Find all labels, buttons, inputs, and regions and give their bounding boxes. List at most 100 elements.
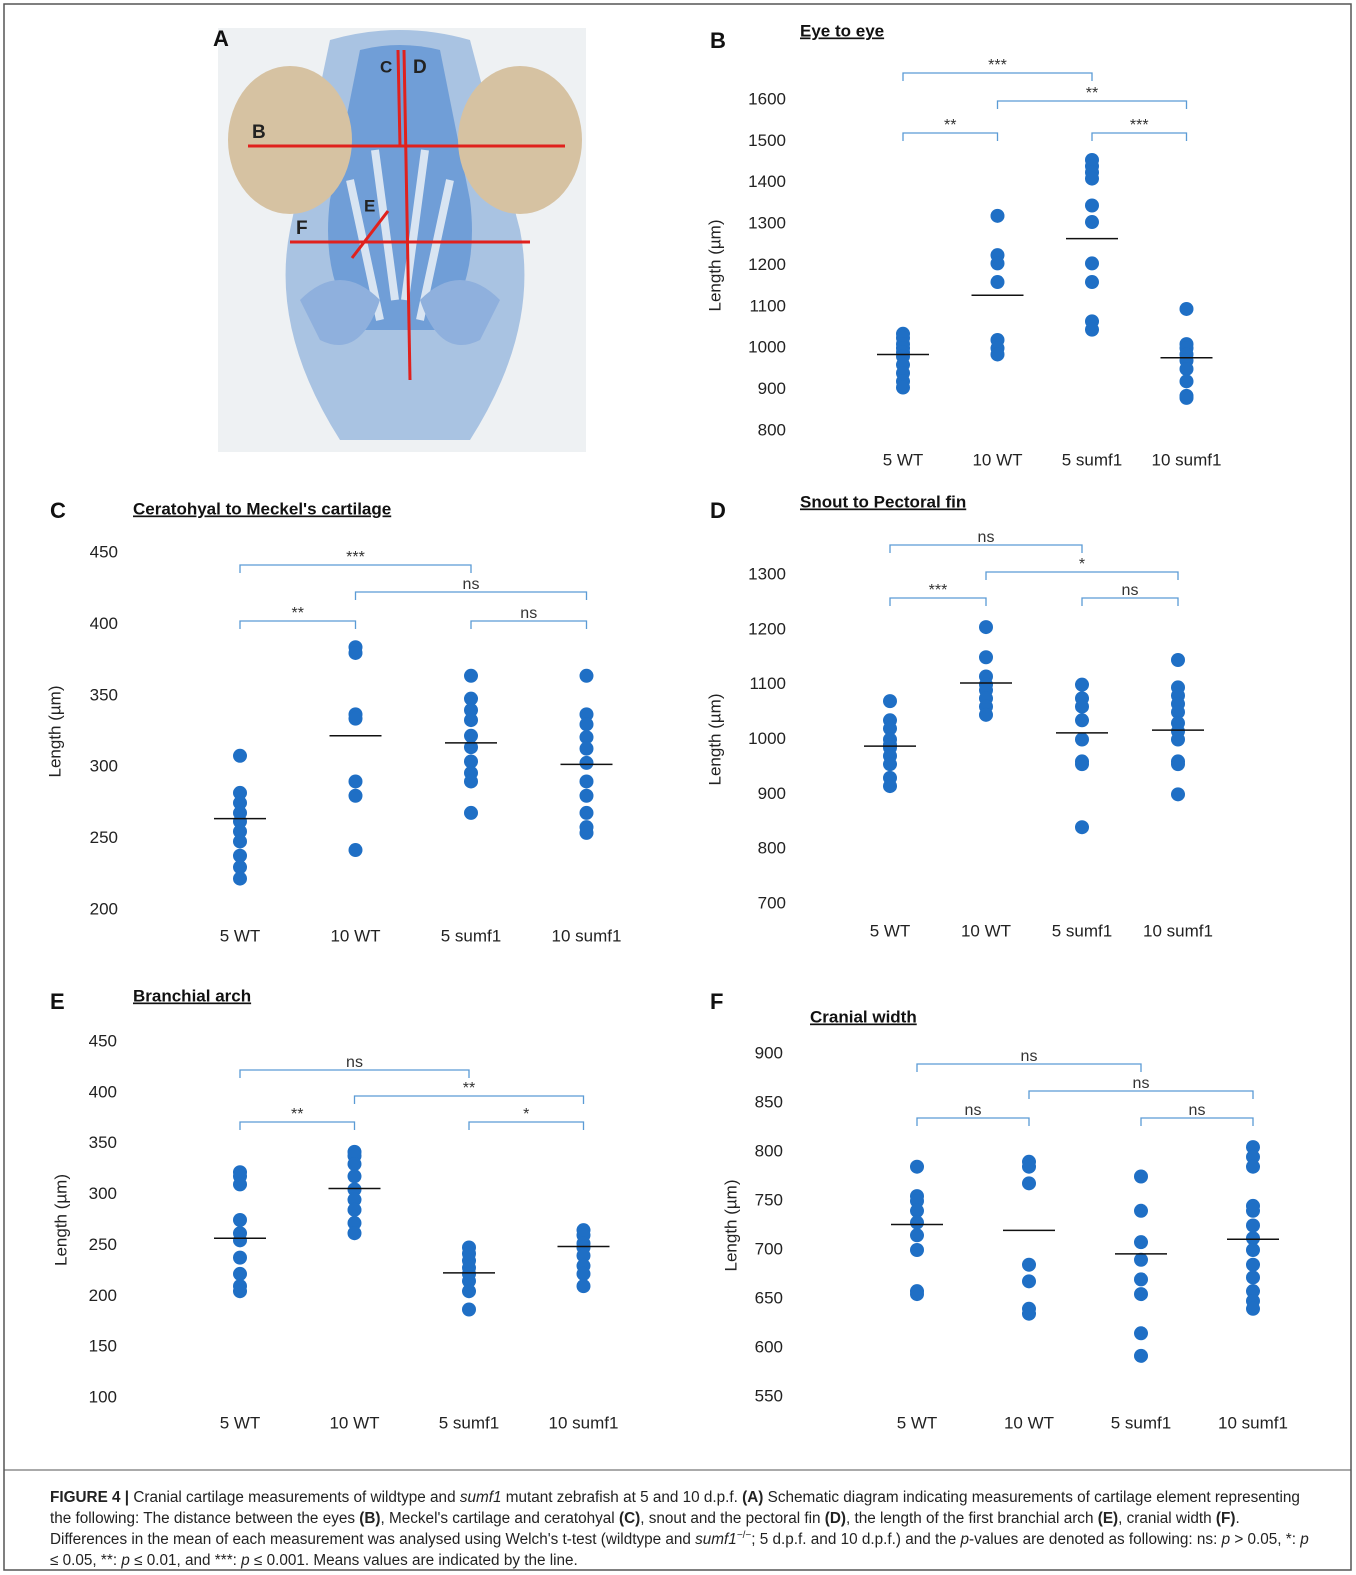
- data-point: [348, 788, 363, 803]
- x-tick-label: 10 WT: [1004, 1413, 1054, 1432]
- data-point: [910, 1228, 924, 1243]
- data-point: [1085, 275, 1099, 290]
- y-tick-label: 450: [90, 542, 118, 561]
- significance-bracket: [889, 544, 1083, 553]
- data-point: [896, 380, 910, 395]
- schematic-label: B: [252, 122, 266, 143]
- data-point: [462, 1274, 476, 1289]
- x-tick-label: 5 sumf1: [441, 926, 501, 945]
- y-axis-label: Length (µm): [705, 220, 724, 312]
- data-point: [347, 1182, 362, 1197]
- eye: [228, 66, 352, 214]
- y-tick-label: 1000: [748, 338, 786, 357]
- y-axis-label: Length (µm): [51, 1174, 70, 1266]
- caption-text: ; 5 d.p.f. and 10 d.p.f.) and the: [751, 1531, 961, 1548]
- caption-text: (C): [618, 1510, 641, 1527]
- schematic-label: D: [413, 57, 427, 78]
- significance-bracket: [902, 72, 1093, 81]
- data-point: [1246, 1257, 1260, 1272]
- x-tick-label: 10 WT: [330, 926, 380, 945]
- data-point: [1085, 198, 1099, 213]
- data-point: [1134, 1272, 1148, 1287]
- data-point: [347, 1202, 362, 1217]
- caption-text: (F): [1215, 1510, 1236, 1527]
- data-point: [1246, 1231, 1260, 1246]
- significance-label: ns: [1133, 1075, 1150, 1092]
- caption-text: > 0.05, *:: [1230, 1531, 1301, 1548]
- significance-bracket: [996, 100, 1188, 109]
- data-point: [579, 755, 594, 770]
- caption-text: p: [1221, 1531, 1231, 1548]
- data-point: [1171, 705, 1185, 720]
- arches: [300, 280, 500, 345]
- significance-bracket: [1140, 1117, 1254, 1126]
- eye: [458, 66, 582, 214]
- caption-text: ≤ 0.05, **:: [50, 1552, 122, 1569]
- data-point: [576, 1248, 591, 1263]
- caption-text: sumf1: [695, 1531, 737, 1548]
- panel-letter: C: [50, 498, 66, 523]
- caption-text: (A): [742, 1489, 764, 1506]
- data-point: [883, 757, 897, 772]
- panel-letter: A: [213, 26, 229, 51]
- y-tick-label: 200: [89, 1286, 117, 1305]
- x-tick-label: 5 sumf1: [1062, 450, 1122, 469]
- data-point: [233, 1250, 247, 1265]
- significance-label: ns: [978, 529, 995, 546]
- schematic-label: F: [296, 218, 308, 239]
- y-tick-label: 150: [89, 1337, 117, 1356]
- panel-letter: B: [710, 28, 726, 53]
- significance-label: ns: [346, 1054, 363, 1071]
- data-point: [348, 645, 363, 660]
- data-point: [1246, 1159, 1260, 1174]
- y-tick-label: 900: [758, 784, 786, 803]
- schematic: A C D B E F: [213, 26, 586, 452]
- significance-bracket: [902, 132, 999, 141]
- significance-bracket: [1081, 597, 1179, 606]
- data-point: [1246, 1149, 1260, 1164]
- data-point: [1171, 787, 1185, 802]
- data-point: [1134, 1169, 1148, 1184]
- significance-bracket: [916, 1117, 1030, 1126]
- y-tick-label: 250: [90, 828, 118, 847]
- significance-bracket: [889, 597, 987, 606]
- chart-title: Snout to Pectoral fin: [800, 492, 966, 511]
- y-tick-label: 350: [90, 685, 118, 704]
- significance-bracket: [468, 1121, 585, 1130]
- y-tick-label: 900: [755, 1043, 783, 1062]
- data-point: [1134, 1252, 1148, 1267]
- data-point: [1171, 732, 1185, 747]
- data-point: [233, 848, 247, 863]
- data-point: [464, 713, 478, 728]
- data-point: [1085, 215, 1099, 230]
- frame: [3, 3, 1352, 1571]
- significance-label: ns: [1122, 582, 1139, 599]
- significance-label: ns: [965, 1102, 982, 1119]
- chart-title: Branchial arch: [133, 986, 251, 1005]
- data-point: [1246, 1270, 1260, 1285]
- significance-label: **: [463, 1080, 475, 1097]
- data-point: [347, 1226, 362, 1241]
- data-point: [579, 730, 594, 745]
- significance-bracket: [239, 1121, 356, 1130]
- chart-title: Eye to eye: [800, 21, 884, 40]
- data-point: [348, 711, 363, 726]
- data-point: [979, 707, 993, 722]
- caption-text: , the length of the first branchial arch: [846, 1510, 1098, 1527]
- x-tick-label: 10 WT: [329, 1413, 379, 1432]
- y-tick-label: 700: [758, 893, 786, 912]
- y-axis-label: Length (µm): [721, 1180, 740, 1272]
- y-tick-label: 1300: [748, 564, 786, 583]
- data-point: [990, 347, 1005, 362]
- data-point: [1085, 256, 1099, 271]
- data-point: [1022, 1159, 1036, 1174]
- y-tick-label: 850: [755, 1092, 783, 1111]
- data-point: [347, 1157, 362, 1172]
- data-point: [462, 1302, 476, 1317]
- y-tick-label: 1200: [748, 255, 786, 274]
- y-axis-label: Length (µm): [45, 686, 64, 778]
- y-tick-label: 550: [755, 1386, 783, 1405]
- data-point: [979, 650, 993, 665]
- data-point: [910, 1287, 924, 1302]
